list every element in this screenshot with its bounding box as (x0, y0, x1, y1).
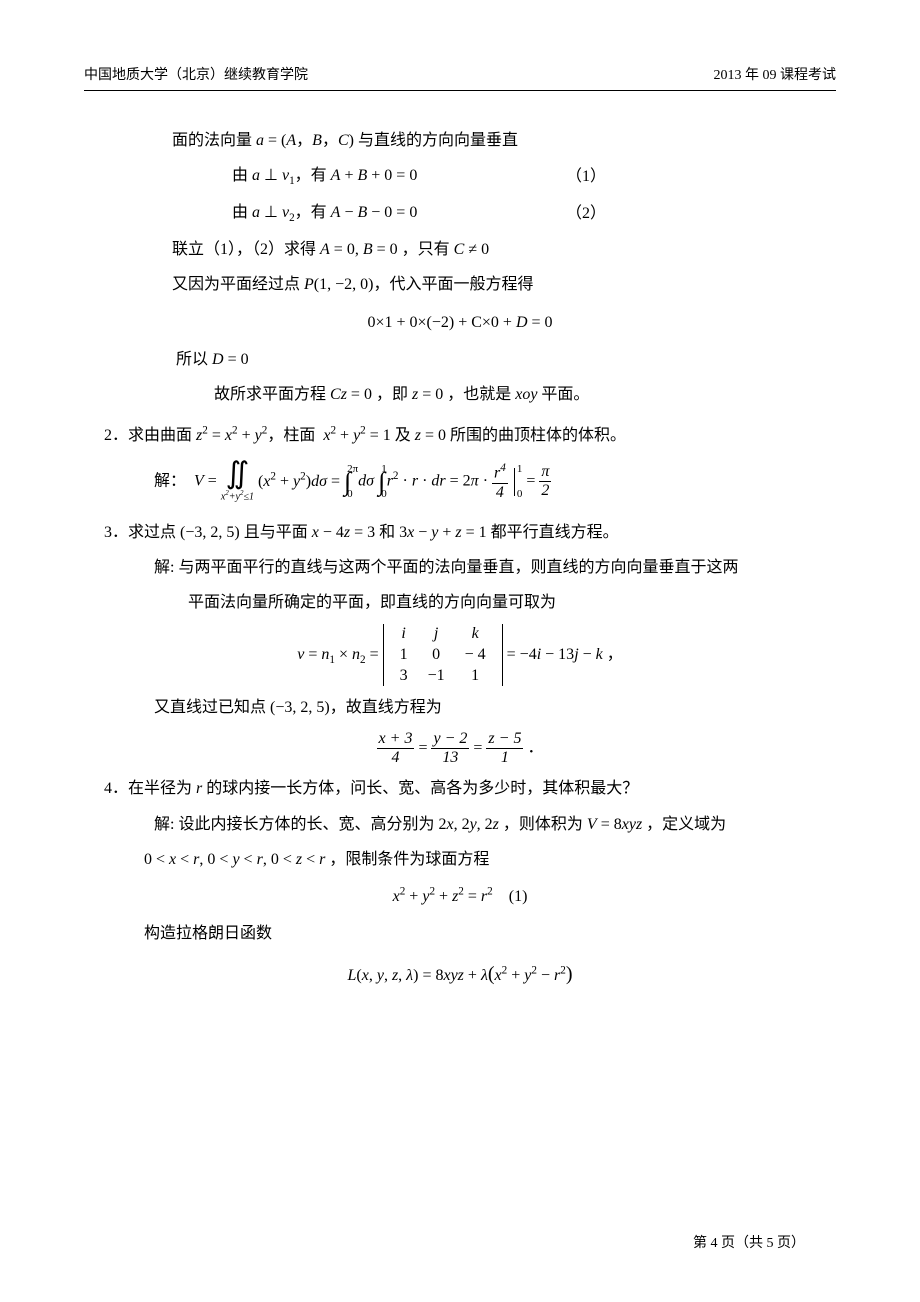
sol-label: 解： (154, 473, 186, 490)
line-solve-ab: 联立（1），（2）求得 A = 0, B = 0 ，只有 C ≠ 0 (84, 234, 836, 265)
eq-num-1: （1） (566, 161, 606, 192)
line-plane-result: 故所求平面方程 Cz = 0 ，即 z = 0 ，也就是 xoy 平面。 (84, 379, 836, 410)
content: 面的法向量 a = (A，B，C) 与直线的方向向量垂直 由 a ⊥ v1，有 … (84, 125, 836, 994)
problem-4-sol-line1: 解: 设此内接长方体的长、宽、高分别为 2x, 2y, 2z ，则体积为 V =… (84, 809, 836, 840)
eq-sphere-num: (1) (509, 888, 528, 905)
eq-num-2: （2） (566, 198, 606, 229)
eq-perp-2: 由 a ⊥ v2，有 A − B − 0 = 0 （2） (84, 197, 836, 230)
problem-3: 3．求过点 (−3, 2, 5) 且与平面 x − 4z = 3 和 3x − … (84, 517, 836, 548)
line-d0: 所以 D = 0 (84, 344, 836, 375)
iint-region: x2+y2≤1 (221, 487, 254, 507)
eq-lagrange: L(x, y, z, λ) = 8xyz + λ(x2 + y2 − r2) (84, 955, 836, 994)
eq-sphere: x2 + y2 + z2 = r2 (1) (84, 881, 836, 912)
problem-4-domain: 0 < x < r, 0 < y < r, 0 < z < r ，限制条件为球面… (84, 844, 836, 875)
problem-4: 4．在半径为 r 的球内接一长方体，问长、宽、高各为多少时，其体积最大？ (84, 773, 836, 804)
line-point-p: 又因为平面经过点 P(1, −2, 0)，代入平面一般方程得 (84, 269, 836, 300)
eq-line-symmetric: x + 34 = y − 213 = z − 51 ． (84, 730, 836, 768)
eq-perp-1: 由 a ⊥ v1，有 A + B + 0 = 0 （1） (84, 160, 836, 193)
page: 中国地质大学（北京）继续教育学院 2013 年 09 课程考试 面的法向量 a … (0, 0, 920, 1302)
problem-2: 2．求由曲面 z2 = x2 + y2，柱面 x2 + y2 = 1 及 z =… (84, 420, 836, 451)
page-header: 中国地质大学（北京）继续教育学院 2013 年 09 课程考试 (84, 64, 836, 91)
problem-3-sol-line2: 平面法向量所确定的平面，即直线的方向向量可取为 (84, 587, 836, 618)
problem-3-sol-line1: 解: 与两平面平行的直线与这两个平面的法向量垂直，则直线的方向向量垂直于这两 (84, 552, 836, 583)
page-footer: 第 4 页（共 5 页） (693, 1232, 805, 1252)
determinant: ijk 10− 4 3−11 (390, 624, 496, 686)
header-right: 2013 年 09 课程考试 (714, 64, 837, 84)
header-left: 中国地质大学（北京）继续教育学院 (84, 64, 308, 84)
eq-cross-product: v = n1 × n2 = ijk 10− 4 3−11 = −4i − 13j… (84, 624, 836, 686)
lagrange-intro: 构造拉格朗日函数 (84, 918, 836, 949)
problem-3-point: 又直线过已知点 (−3, 2, 5)，故直线方程为 (84, 692, 836, 723)
problem-2-solution: 解： V = ∬ x2+y2≤1 (x2 + y2)dσ = ∫2π0dσ ∫1… (84, 457, 836, 506)
eq-substitute: 0×1 + 0×(−2) + C×0 + D = 0 (84, 307, 836, 338)
line-eq-tail: ． (527, 739, 543, 756)
line-1: 面的法向量 a = (A，B，C) 与直线的方向向量垂直 (84, 125, 836, 156)
